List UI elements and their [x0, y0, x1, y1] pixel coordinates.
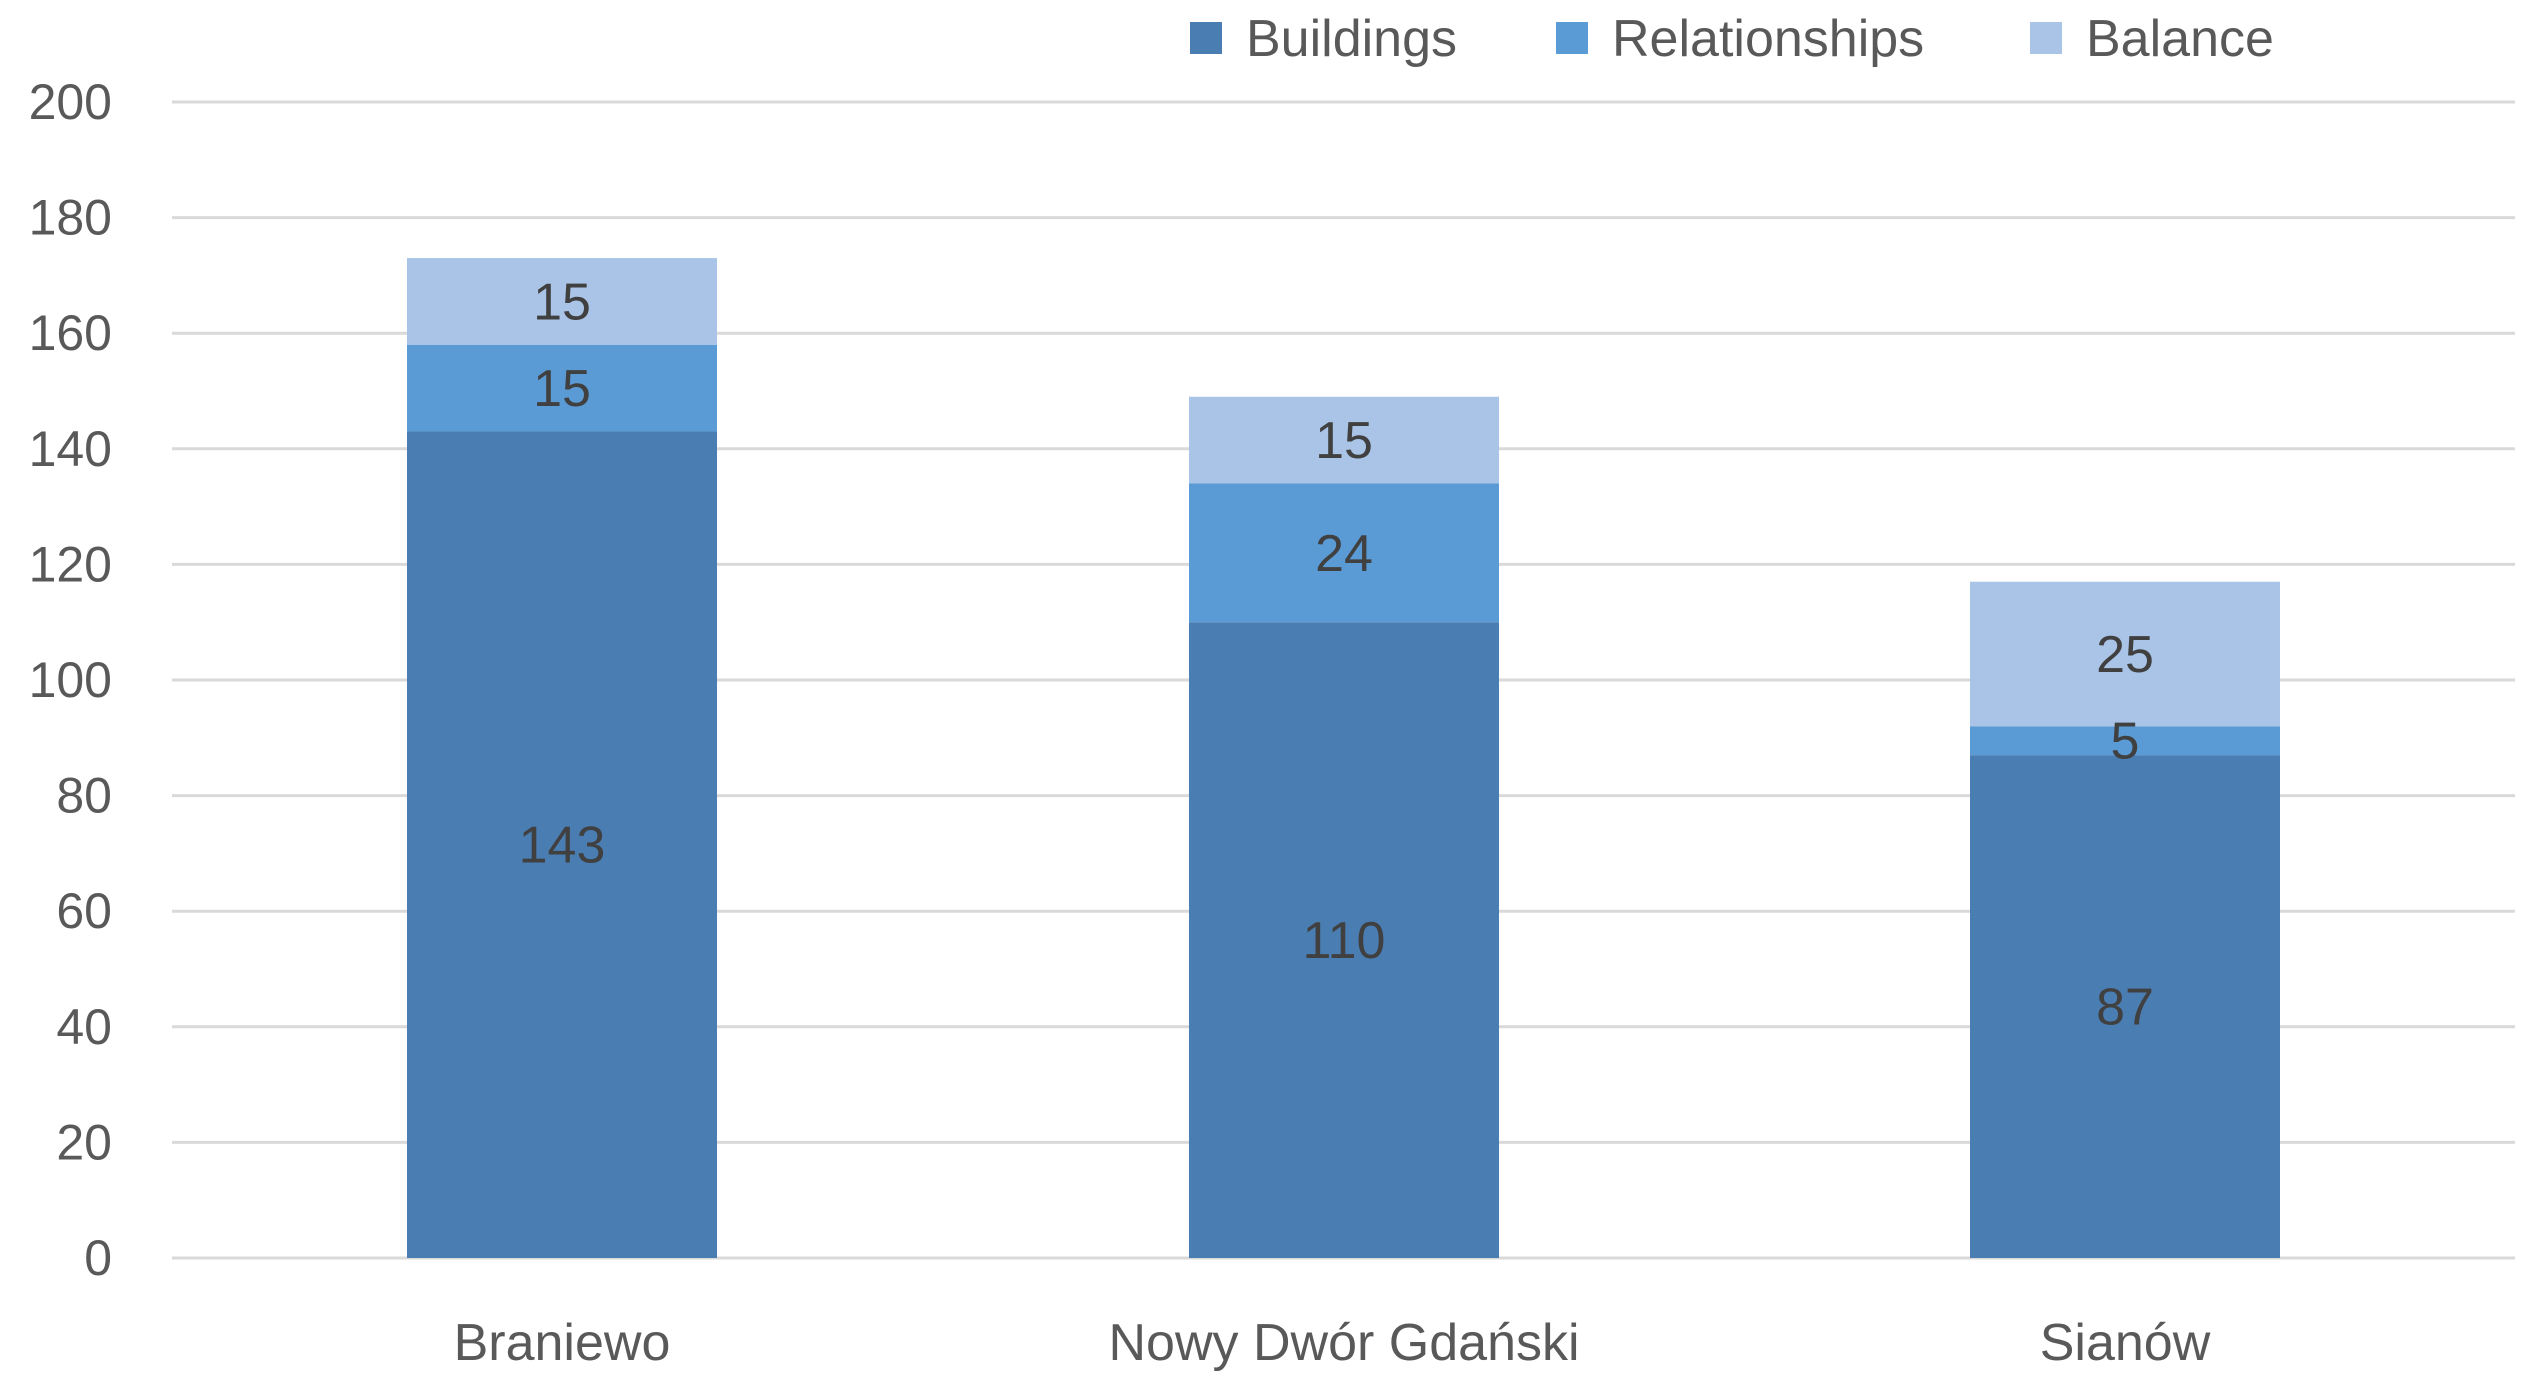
legend-label: Buildings — [1246, 10, 1457, 68]
y-axis: 0 20 40 60 80 100 120 140 160 180 200 — [29, 74, 112, 1286]
legend-swatch — [1190, 22, 1222, 54]
x-axis: Braniewo Nowy Dwór Gdański Sianów — [454, 1314, 2211, 1372]
bar-segment-relationships — [1189, 483, 1499, 623]
y-tick-label: 120 — [29, 536, 112, 592]
data-label: 15 — [1315, 412, 1373, 470]
bar-segment-balance — [1970, 581, 2280, 727]
x-tick-label: Sianów — [2040, 1314, 2211, 1372]
y-tick-label: 140 — [29, 421, 112, 477]
data-label: 143 — [519, 817, 606, 875]
y-tick-label: 60 — [56, 883, 112, 939]
legend-swatch — [2030, 22, 2062, 54]
bar-segment-buildings — [1970, 755, 2280, 1258]
data-label: 24 — [1315, 525, 1373, 583]
bar-segment-relationships — [407, 344, 717, 432]
y-tick-label: 160 — [29, 305, 112, 361]
bar-segment-buildings — [407, 431, 717, 1259]
data-label: 15 — [533, 360, 591, 418]
y-tick-label: 80 — [56, 768, 112, 824]
legend-label: Balance — [2086, 10, 2274, 68]
data-label: 110 — [1303, 912, 1386, 970]
y-tick-label: 40 — [56, 999, 112, 1055]
y-tick-label: 100 — [29, 652, 112, 708]
y-tick-label: 200 — [29, 74, 112, 130]
y-tick-label: 0 — [84, 1230, 112, 1286]
data-label: 15 — [533, 273, 591, 331]
bar-segment-balance — [407, 258, 717, 345]
data-label: 87 — [2096, 979, 2154, 1037]
x-tick-label: Nowy Dwór Gdański — [1108, 1314, 1579, 1372]
bar-segment-balance — [1189, 396, 1499, 484]
data-labels: 143 15 15 110 24 15 87 5 25 — [519, 273, 2154, 1036]
legend-swatch — [1556, 22, 1588, 54]
y-tick-label: 20 — [56, 1114, 112, 1170]
data-label: 5 — [2111, 713, 2140, 771]
bar-segment-buildings — [1189, 622, 1499, 1258]
legend: Buildings Relationships Balance — [1190, 10, 2274, 68]
bars — [407, 258, 2280, 1259]
legend-label: Relationships — [1612, 10, 1924, 68]
x-tick-label: Braniewo — [454, 1314, 671, 1372]
bar-segment-relationships — [1970, 726, 2280, 756]
data-label: 25 — [2096, 626, 2154, 684]
y-tick-label: 180 — [29, 190, 112, 246]
